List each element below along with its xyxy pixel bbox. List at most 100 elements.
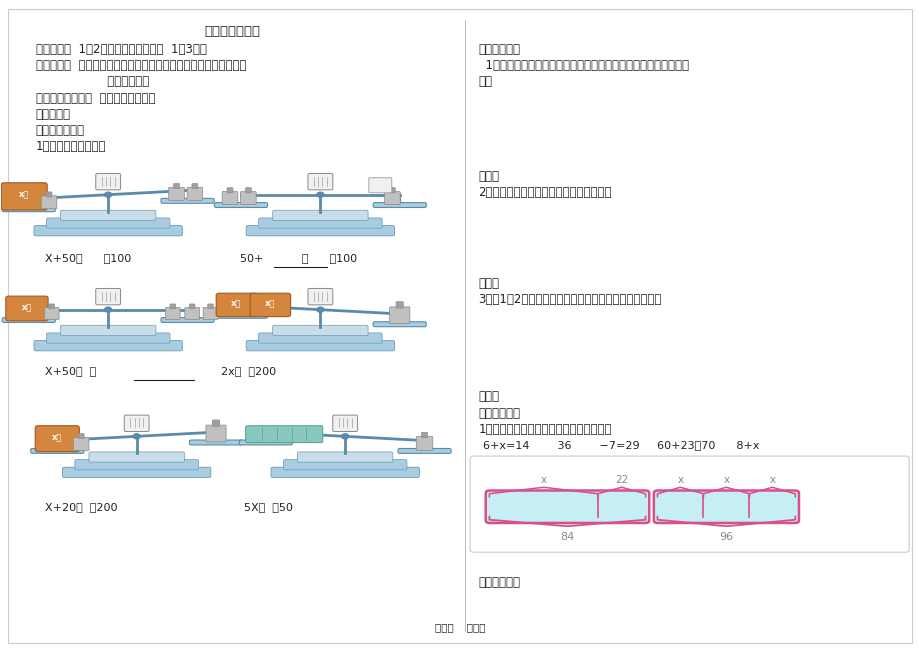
FancyBboxPatch shape [240,191,255,204]
FancyBboxPatch shape [258,333,381,343]
FancyBboxPatch shape [30,449,84,453]
Circle shape [341,434,348,439]
Text: x克: x克 [22,303,32,312]
FancyBboxPatch shape [258,218,381,229]
FancyBboxPatch shape [653,490,798,523]
FancyBboxPatch shape [398,449,450,453]
Text: x: x [768,475,775,485]
FancyBboxPatch shape [46,333,170,343]
FancyBboxPatch shape [96,288,120,305]
FancyBboxPatch shape [470,456,908,552]
FancyBboxPatch shape [174,184,179,189]
FancyBboxPatch shape [390,307,409,324]
Text: x克: x克 [265,299,276,309]
Circle shape [133,434,140,439]
FancyBboxPatch shape [96,173,120,190]
Text: 小结：: 小结： [478,170,499,182]
Text: 三、检测反馈: 三、检测反馈 [478,407,520,420]
FancyBboxPatch shape [62,467,210,478]
Text: 学习目标：  通过学习，使学生理解方程的含义，知道含有未知数的: 学习目标： 通过学习，使学生理解方程的含义，知道含有未知数的 [36,59,246,72]
Text: x克: x克 [231,299,242,309]
Circle shape [105,307,111,312]
Text: 小结：: 小结： [478,391,499,404]
FancyBboxPatch shape [369,178,391,193]
FancyBboxPatch shape [272,326,368,335]
FancyBboxPatch shape [283,460,406,470]
Text: 96: 96 [719,532,732,542]
Text: X+50（  ）: X+50（ ） [45,366,96,376]
FancyBboxPatch shape [46,218,170,229]
Text: 二、合作探究: 二、合作探究 [478,43,520,56]
FancyBboxPatch shape [189,304,195,309]
Text: 1、下面的式子哪些是等式？那些是方程？: 1、下面的式子哪些是等式？那些是方程？ [478,423,611,436]
FancyBboxPatch shape [396,301,403,308]
FancyBboxPatch shape [221,191,237,204]
FancyBboxPatch shape [34,340,182,351]
FancyBboxPatch shape [161,318,214,322]
Text: 1、你能根据预习梳理中的各关系式之间的关系，将它们分为两类: 1、你能根据预习梳理中的各关系式之间的关系，将它们分为两类 [478,59,688,72]
FancyBboxPatch shape [35,426,79,452]
FancyBboxPatch shape [373,202,425,208]
FancyBboxPatch shape [212,420,220,426]
Text: 学习内容：  1、2页练一练及练习一的  1～3题。: 学习内容： 1、2页练一练及练习一的 1～3题。 [36,43,206,56]
Text: 50  ÷2=25        x+4       ＜14    y−28=35        5y=40: 50 ÷2=25 x+4 ＜14 y−28=35 5y=40 [482,457,772,467]
Text: 3、由1、2小题，你认为等式和方程存在怎样的关系呢？: 3、由1、2小题，你认为等式和方程存在怎样的关系呢？ [478,293,661,306]
FancyBboxPatch shape [308,288,333,305]
Text: x克: x克 [52,433,62,442]
Circle shape [105,192,111,197]
FancyBboxPatch shape [272,210,368,221]
FancyBboxPatch shape [189,440,243,445]
Text: 吗？: 吗？ [478,76,492,89]
Text: x: x [540,475,546,485]
FancyBboxPatch shape [246,340,394,351]
FancyBboxPatch shape [185,307,199,320]
FancyBboxPatch shape [216,293,256,316]
FancyBboxPatch shape [214,313,267,318]
FancyBboxPatch shape [333,415,357,432]
FancyBboxPatch shape [165,307,180,320]
FancyBboxPatch shape [384,191,400,204]
Text: x: x [722,475,729,485]
FancyBboxPatch shape [61,210,155,221]
FancyBboxPatch shape [1,183,47,210]
FancyBboxPatch shape [308,173,333,190]
FancyBboxPatch shape [297,452,392,462]
FancyBboxPatch shape [74,437,89,450]
FancyBboxPatch shape [187,187,202,201]
FancyBboxPatch shape [245,187,251,193]
Text: 小结：: 小结： [478,277,499,290]
FancyBboxPatch shape [124,415,149,432]
Text: 5X（  ）50: 5X（ ）50 [244,502,292,512]
FancyBboxPatch shape [206,425,226,442]
FancyBboxPatch shape [89,452,184,462]
Text: 22: 22 [615,475,628,485]
Text: X+20（  ）200: X+20（ ）200 [45,502,117,512]
Text: X+50（      ）100: X+50（ ）100 [45,253,130,263]
FancyBboxPatch shape [250,293,290,316]
Text: 学习重点、难点：  理解方程的含义。: 学习重点、难点： 理解方程的含义。 [36,92,155,105]
FancyBboxPatch shape [170,304,176,309]
Text: x克: x克 [19,191,29,200]
FancyBboxPatch shape [271,467,419,478]
FancyBboxPatch shape [245,426,323,443]
FancyBboxPatch shape [41,196,57,209]
FancyBboxPatch shape [161,199,214,203]
FancyBboxPatch shape [78,434,84,439]
Text: 学习过程：: 学习过程： [36,108,71,121]
FancyBboxPatch shape [74,460,199,470]
FancyBboxPatch shape [168,187,184,201]
Circle shape [316,192,323,197]
FancyBboxPatch shape [415,436,432,450]
FancyBboxPatch shape [203,307,218,320]
FancyBboxPatch shape [49,304,54,309]
FancyBboxPatch shape [192,184,198,189]
FancyBboxPatch shape [421,432,427,437]
Text: 方程的意义学案: 方程的意义学案 [204,25,260,38]
FancyBboxPatch shape [2,207,55,212]
FancyBboxPatch shape [2,318,55,322]
FancyBboxPatch shape [6,296,48,321]
Text: 2、你能将第一题中的结论再分为两类吗？: 2、你能将第一题中的结论再分为两类吗？ [478,186,611,199]
FancyBboxPatch shape [227,187,233,193]
Text: x: x [676,475,683,485]
FancyBboxPatch shape [208,304,213,309]
